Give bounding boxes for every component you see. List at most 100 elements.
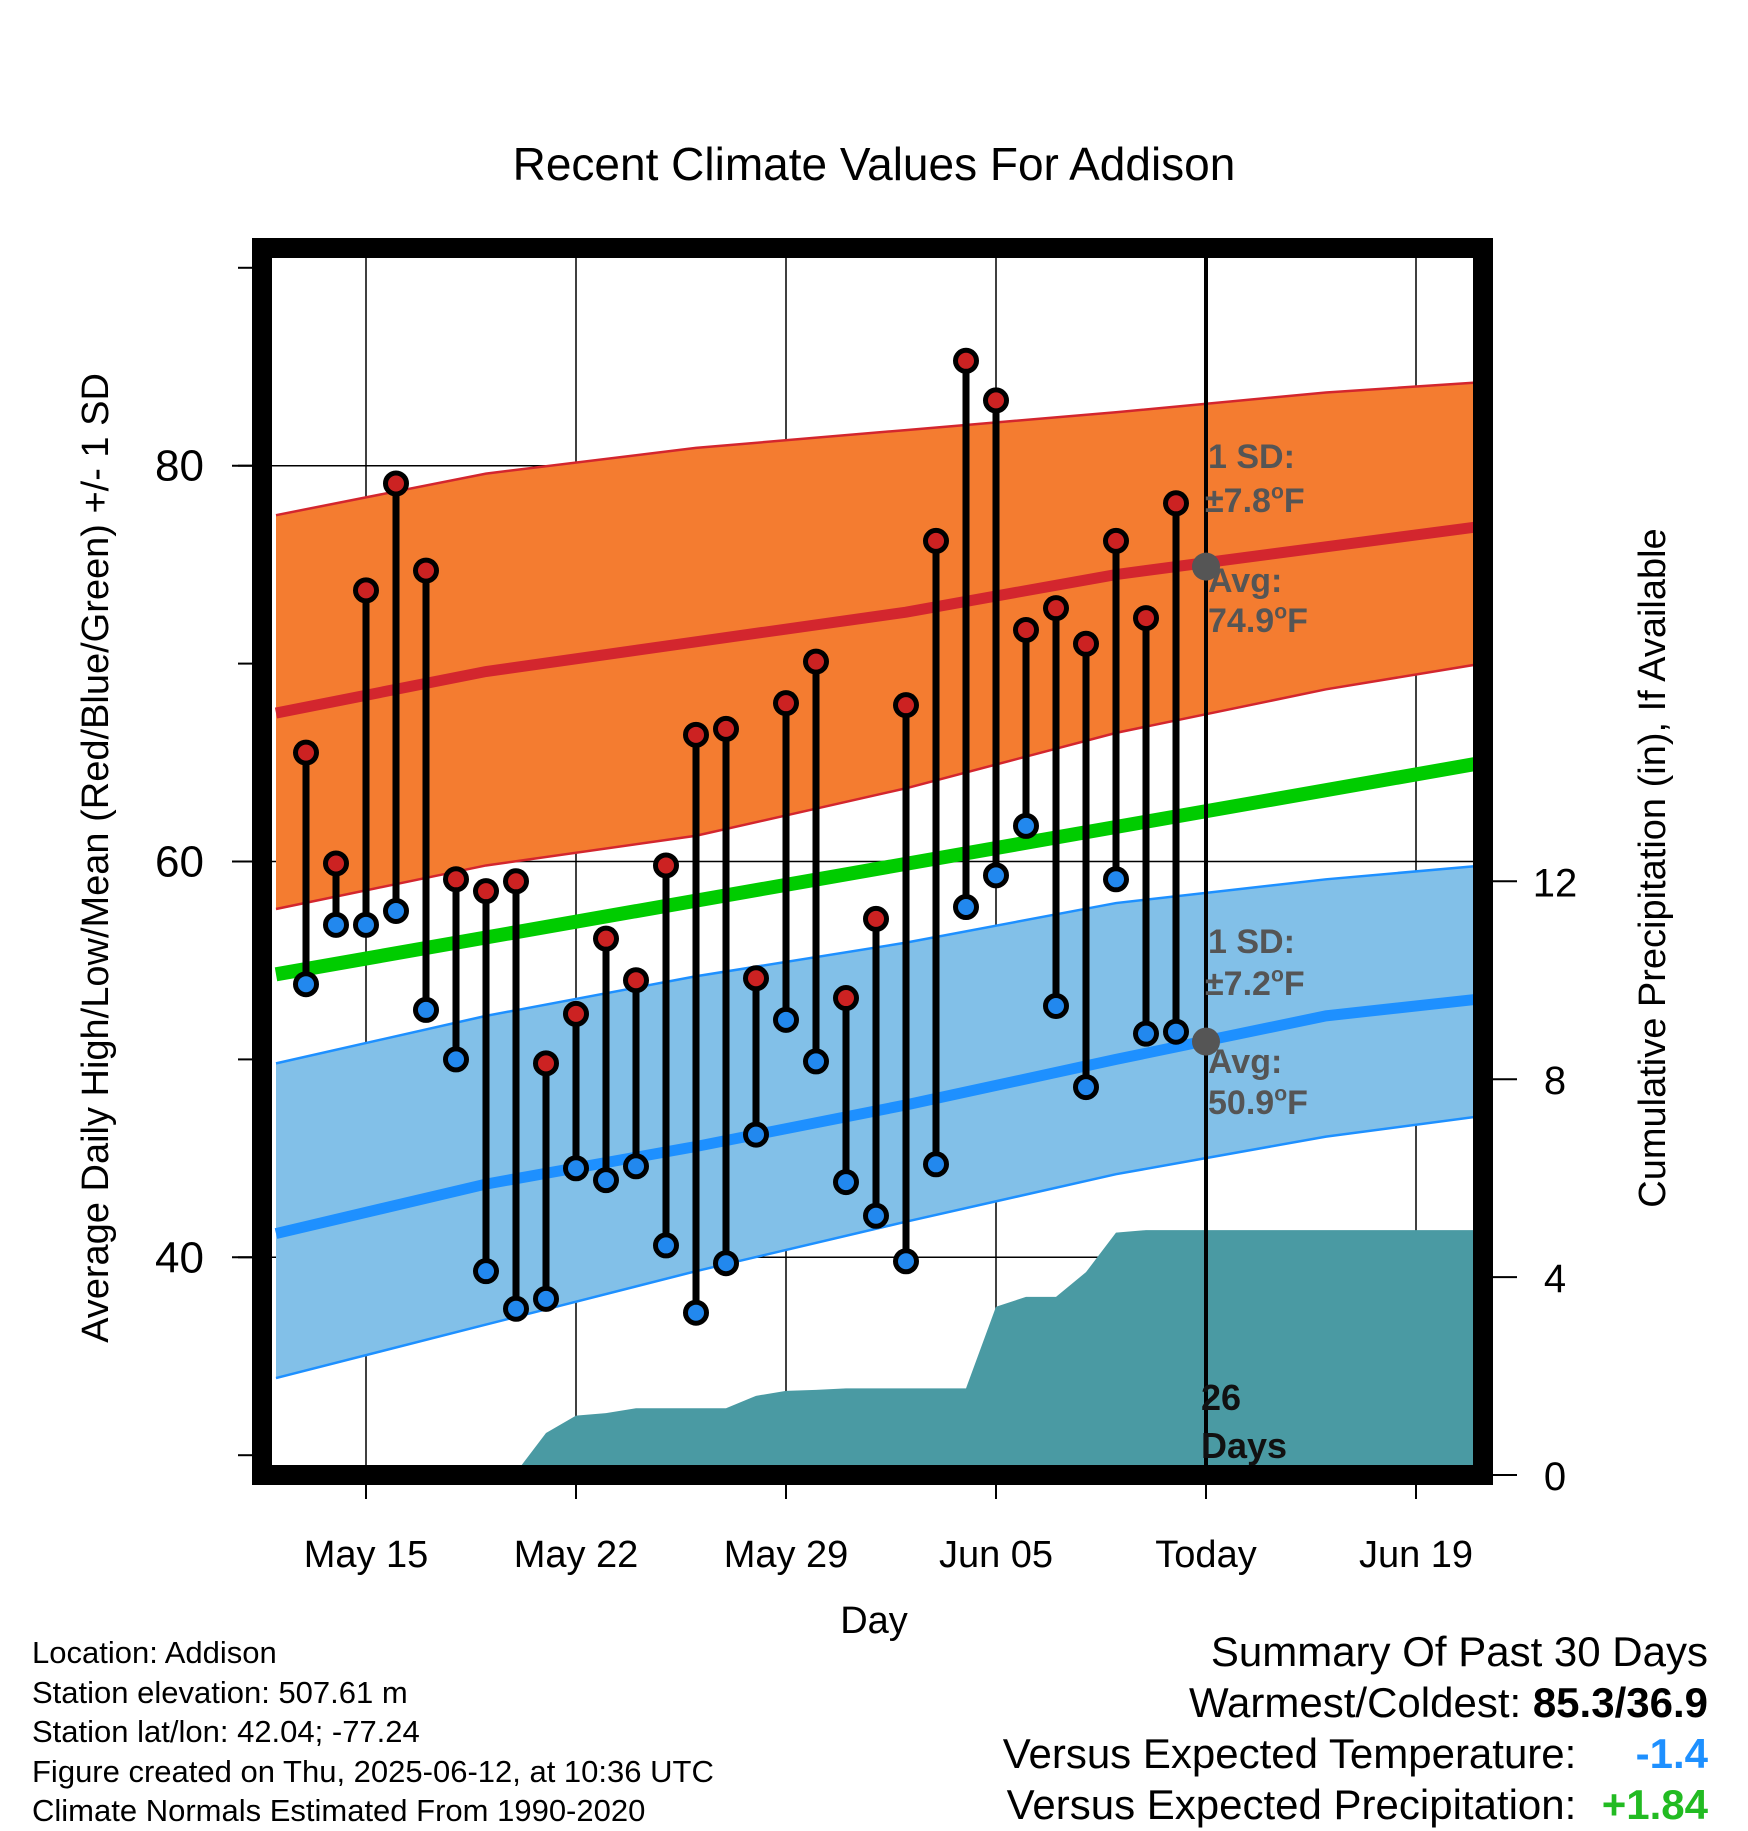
high-point bbox=[743, 965, 769, 992]
precip-value: +1.84 bbox=[1601, 1781, 1708, 1828]
high-point bbox=[413, 557, 439, 584]
high-point bbox=[923, 527, 949, 554]
low-point bbox=[1013, 812, 1039, 839]
temp-value: -1.4 bbox=[1635, 1730, 1708, 1777]
high-upper-line bbox=[275, 380, 1483, 517]
plot-contents bbox=[262, 248, 1483, 1475]
days-count: 26 bbox=[1201, 1377, 1241, 1418]
high-point bbox=[1073, 630, 1099, 657]
low-point bbox=[803, 1048, 829, 1075]
summary-panel: Summary Of Past 30 Days Warmest/Coldest:… bbox=[1003, 1626, 1708, 1830]
low-point bbox=[893, 1248, 919, 1275]
y-left-tick-label: 60 bbox=[155, 838, 204, 887]
y-right-tick-label: 4 bbox=[1544, 1257, 1566, 1301]
low-point bbox=[1043, 992, 1069, 1019]
y-left-tick-label: 80 bbox=[155, 442, 204, 491]
high-point bbox=[1103, 527, 1129, 554]
precip-row: Versus Expected Precipitation: +1.84 bbox=[1003, 1779, 1708, 1830]
high-point bbox=[353, 577, 379, 604]
low-point bbox=[443, 1046, 469, 1073]
low-avg-label: Avg: bbox=[1208, 1043, 1282, 1081]
normals-text: Climate Normals Estimated From 1990-2020 bbox=[32, 1793, 646, 1828]
low-point bbox=[953, 894, 979, 921]
precip-label: Versus Expected Precipitation: bbox=[1006, 1781, 1577, 1828]
low-point bbox=[563, 1155, 589, 1182]
low-point bbox=[743, 1121, 769, 1148]
low-point bbox=[773, 1006, 799, 1033]
y-axis-left-label: Average Daily High/Low/Mean (Red/Blue/Gr… bbox=[75, 373, 117, 1343]
x-tick-label: May 29 bbox=[724, 1534, 849, 1576]
x-tick-label: Jun 05 bbox=[939, 1534, 1053, 1576]
x-tick-label: May 22 bbox=[514, 1534, 639, 1576]
low-sd-value: ±7.2oF bbox=[1205, 963, 1305, 1003]
low-point bbox=[983, 862, 1009, 889]
low-point bbox=[833, 1169, 859, 1196]
low-point bbox=[413, 996, 439, 1023]
high-point bbox=[1133, 605, 1159, 632]
low-avg-marker bbox=[1192, 1027, 1220, 1056]
y-right-tick-label: 8 bbox=[1544, 1059, 1566, 1103]
chart-title: Recent Climate Values For Addison bbox=[513, 138, 1236, 190]
plot-frame bbox=[252, 238, 1493, 1485]
x-tick-label: Today bbox=[1155, 1534, 1256, 1576]
low-point bbox=[623, 1153, 649, 1180]
high-point bbox=[383, 470, 409, 497]
high-avg-value: 74.9oF bbox=[1208, 600, 1308, 640]
warm-cold-value: 85.3/36.9 bbox=[1532, 1679, 1708, 1726]
high-point bbox=[773, 690, 799, 717]
summary-title: Summary Of Past 30 Days bbox=[1210, 1628, 1708, 1675]
low-point bbox=[683, 1299, 709, 1326]
high-sd-value: ±7.8oF bbox=[1205, 480, 1305, 520]
mean-normal-line bbox=[274, 755, 1483, 982]
high-point bbox=[323, 850, 349, 877]
high-sd-label: 1 SD: bbox=[1208, 438, 1295, 476]
high-point bbox=[1013, 616, 1039, 643]
high-point bbox=[983, 387, 1009, 414]
high-avg-marker bbox=[1192, 552, 1220, 581]
high-avg-label: Avg: bbox=[1208, 562, 1282, 600]
y-right-tick-label: 0 bbox=[1544, 1455, 1566, 1499]
high-sd-band bbox=[276, 382, 1483, 909]
high-point bbox=[563, 1000, 589, 1027]
station-info: Location: Addison Station elevation: 507… bbox=[32, 1633, 714, 1831]
high-point bbox=[803, 648, 829, 675]
latlon-text: Station lat/lon: 42.04; -77.24 bbox=[32, 1714, 420, 1749]
high-point bbox=[653, 852, 679, 879]
y-axis-right-label: Cumulative Precipitation (in), If Availa… bbox=[1632, 528, 1674, 1207]
low-point bbox=[533, 1285, 559, 1312]
low-point bbox=[923, 1151, 949, 1178]
y-right-tick-label: 12 bbox=[1533, 861, 1578, 905]
low-point bbox=[593, 1167, 619, 1194]
high-point bbox=[863, 905, 889, 932]
low-point bbox=[503, 1295, 529, 1322]
high-point bbox=[953, 347, 979, 374]
y-left-tick-label: 40 bbox=[155, 1233, 204, 1282]
low-sd-label: 1 SD: bbox=[1208, 923, 1295, 961]
elevation-text: Station elevation: 507.61 m bbox=[32, 1674, 408, 1710]
low-avg-value: 50.9oF bbox=[1208, 1082, 1308, 1122]
low-point bbox=[863, 1202, 889, 1229]
high-point bbox=[833, 985, 859, 1012]
high-avg-line bbox=[274, 520, 1483, 719]
low-point bbox=[353, 911, 379, 938]
low-point bbox=[1133, 1020, 1159, 1047]
axes: May 15 May 22 May 29 Jun 05 Today Jun 1940608… bbox=[155, 238, 1578, 1576]
days-word: Days bbox=[1201, 1425, 1287, 1466]
high-point bbox=[1163, 490, 1189, 517]
x-tick-label: Jun 19 bbox=[1359, 1534, 1473, 1576]
low-point bbox=[293, 971, 319, 998]
temp-label: Versus Expected Temperature: bbox=[1002, 1730, 1577, 1777]
high-point bbox=[503, 868, 529, 895]
low-point bbox=[383, 897, 409, 924]
low-point bbox=[713, 1250, 739, 1277]
high-point bbox=[593, 925, 619, 952]
high-point bbox=[293, 739, 319, 766]
low-point bbox=[1163, 1018, 1189, 1045]
high-point bbox=[473, 878, 499, 905]
x-axis-label: Day bbox=[840, 1600, 908, 1642]
high-point bbox=[713, 715, 739, 742]
low-point bbox=[473, 1258, 499, 1285]
high-point bbox=[893, 692, 919, 719]
